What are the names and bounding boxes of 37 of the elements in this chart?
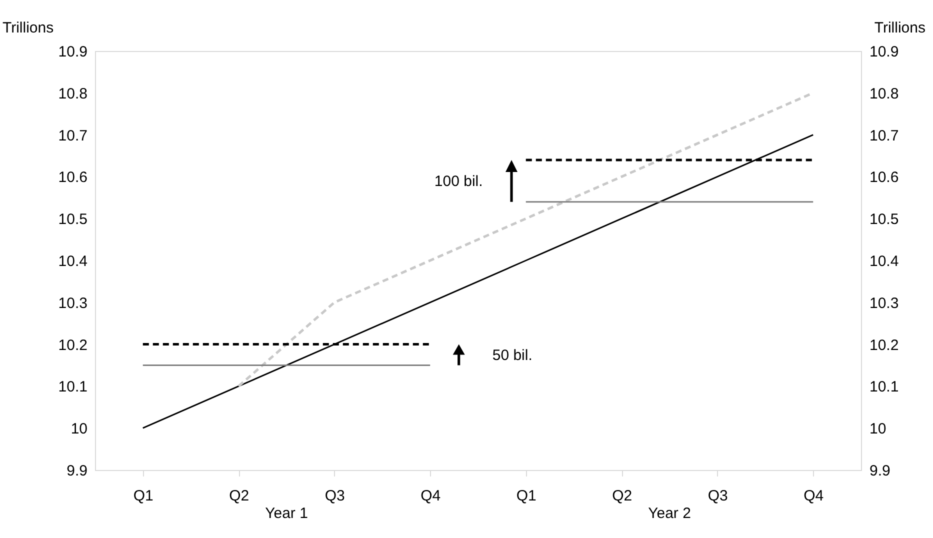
x-tick-label: Q3: [324, 488, 345, 504]
annotation: 50 bil.: [492, 346, 532, 364]
y-tick-label: 10.2: [58, 336, 88, 354]
line-series: [142, 134, 814, 429]
y2-tick-label: 10.7: [870, 127, 899, 144]
annotation: 100 bil.: [434, 172, 483, 190]
y-axis-title: Trillions: [2, 20, 54, 36]
y-tick-label: 10.7: [58, 127, 88, 144]
y2-tick-label: 10.1: [870, 378, 899, 396]
y2-axis-title: Trillions: [874, 20, 926, 36]
y2-tick-label: 10.6: [870, 169, 899, 186]
x-tick-label: Q4: [804, 488, 824, 504]
y-tick-label: 10.3: [58, 294, 88, 312]
y2-tick-label: 10.4: [870, 253, 899, 270]
y2-tick-label: 10: [870, 420, 886, 438]
y2-tick-label: 10.2: [870, 336, 899, 354]
y-tick-label: 10.4: [58, 253, 88, 270]
y-tick-label: 9.9: [66, 462, 88, 480]
x-tick-label: Q1: [516, 488, 536, 504]
x-tick-label: Q4: [420, 488, 441, 504]
y-tick-label: 10.9: [58, 44, 88, 60]
y2-tick-label: 10.8: [870, 85, 899, 102]
y2-tick-label: 10.5: [870, 211, 899, 228]
text: Year 1: [265, 505, 308, 522]
y-tick-label: 10.8: [58, 85, 88, 102]
y-tick-label: 10.6: [58, 169, 88, 186]
x-tick-label: Q2: [612, 488, 632, 504]
y-tick-label: 10.5: [58, 211, 88, 228]
x-tick-label: Q1: [133, 488, 154, 504]
y2-tick-label: 9.9: [870, 462, 890, 480]
text: Year 2: [648, 505, 691, 522]
y2-tick-label: 10.3: [870, 294, 899, 312]
y-tick-label: 10.1: [58, 378, 88, 396]
x-tick-label: Q3: [708, 488, 728, 504]
y2-tick-label: 10.9: [870, 44, 899, 60]
x-tick-label: Q2: [229, 488, 250, 504]
y-tick-label: 10: [70, 420, 88, 438]
